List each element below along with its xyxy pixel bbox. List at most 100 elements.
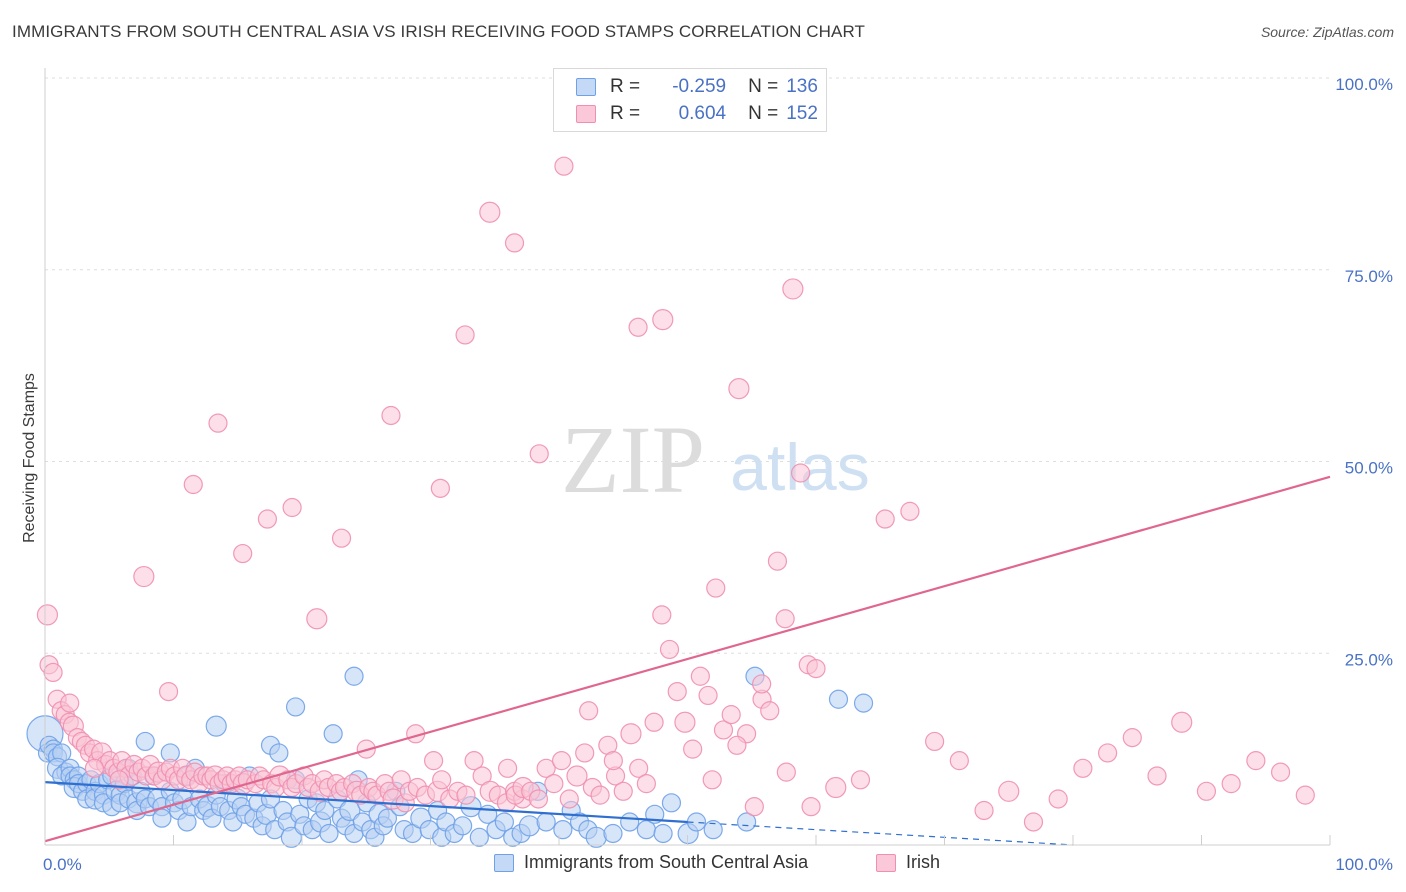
- data-point: [36, 604, 59, 626]
- data-point: [674, 711, 696, 733]
- r-label: R =: [610, 103, 641, 124]
- data-point: [453, 816, 473, 836]
- trend-line-south-central-asia: [44, 781, 688, 824]
- data-point: [974, 800, 994, 821]
- data-point: [752, 674, 772, 694]
- data-point: [152, 808, 172, 828]
- data-point: [1048, 789, 1068, 809]
- legend-label: Immigrants from South Central Asia: [524, 852, 809, 872]
- data-point: [613, 781, 633, 801]
- data-point: [853, 693, 874, 713]
- data-point: [825, 776, 847, 799]
- data-point: [60, 693, 80, 713]
- data-point: [306, 608, 328, 630]
- legend-item-south-central-asia: Immigrants from South Central Asia: [494, 852, 808, 873]
- data-point: [1122, 728, 1142, 748]
- data-point: [553, 820, 573, 840]
- data-point: [585, 826, 607, 848]
- data-point: [135, 731, 155, 752]
- data-point: [469, 827, 489, 847]
- data-point: [554, 156, 574, 176]
- series-irish: [36, 83, 1315, 832]
- data-point: [1221, 774, 1241, 794]
- trend-line-irish: [44, 475, 1331, 843]
- watermark-zip: ZIP: [561, 406, 705, 513]
- data-point: [377, 808, 398, 828]
- data-point: [644, 712, 664, 732]
- data-point: [109, 770, 129, 790]
- data-point: [529, 444, 549, 464]
- data-point: [782, 278, 804, 300]
- data-point: [205, 715, 227, 737]
- data-point: [528, 789, 549, 809]
- data-point: [158, 681, 179, 702]
- data-point: [603, 823, 623, 844]
- data-point: [381, 405, 401, 426]
- data-point: [1270, 762, 1291, 782]
- data-point: [636, 774, 656, 794]
- data-point: [344, 666, 364, 686]
- data-point: [285, 697, 306, 717]
- data-point: [728, 378, 750, 400]
- data-point: [661, 793, 682, 813]
- data-point: [1196, 781, 1217, 801]
- data-point: [683, 739, 703, 759]
- trend-line-extension: [687, 821, 1074, 846]
- grid-layer: [45, 77, 1330, 654]
- data-point: [575, 743, 595, 763]
- data-point: [183, 474, 203, 495]
- data-point: [875, 509, 895, 529]
- data-point: [737, 812, 757, 832]
- data-point: [698, 685, 718, 706]
- data-point: [315, 800, 335, 821]
- data-point: [494, 812, 514, 832]
- data-point: [282, 497, 302, 518]
- stats-swatch-pink: [576, 105, 596, 123]
- data-point: [1295, 785, 1315, 805]
- chart-source: Source: ZipAtlas.com: [1260, 24, 1394, 40]
- legend-item-irish: Irish: [876, 852, 940, 873]
- data-point: [776, 762, 796, 782]
- data-point: [653, 823, 673, 844]
- data-point: [806, 658, 826, 679]
- data-point: [1073, 758, 1093, 778]
- zipatlas-watermark: ZIP atlas: [561, 406, 870, 513]
- data-point: [1147, 766, 1167, 786]
- data-point: [850, 770, 871, 790]
- data-point: [1246, 751, 1266, 771]
- points-layer: [26, 83, 1315, 848]
- data-point: [629, 758, 649, 778]
- correlation-stats-box: R = -0.259 N = 136 R = 0.604 N = 152: [553, 68, 827, 132]
- data-point: [133, 565, 155, 588]
- data-point: [713, 720, 734, 740]
- data-point: [464, 751, 484, 771]
- data-point: [1171, 711, 1193, 733]
- legend-label: Irish: [906, 852, 941, 872]
- data-point: [620, 723, 642, 745]
- legend-swatch-blue: [494, 853, 514, 872]
- data-point: [280, 826, 302, 848]
- data-point: [430, 478, 450, 498]
- data-point: [667, 681, 687, 702]
- chart-title: IMMIGRANTS FROM SOUTH CENTRAL ASIA VS IR…: [12, 22, 866, 41]
- n-value: 152: [786, 103, 818, 124]
- x-tick-label: 0.0%: [43, 855, 82, 874]
- data-point: [652, 309, 674, 331]
- data-point: [536, 812, 556, 832]
- n-label: N =: [748, 103, 779, 124]
- data-point: [536, 758, 556, 778]
- axis-layer: 25.0% 50.0% 75.0% 100.0% 0.0% 100.0%: [43, 68, 1393, 874]
- data-point: [652, 605, 672, 625]
- data-point: [590, 785, 610, 805]
- data-point: [544, 774, 564, 794]
- data-point: [551, 751, 572, 771]
- data-point: [559, 789, 579, 809]
- data-point: [84, 758, 105, 778]
- n-label: N =: [748, 76, 779, 97]
- data-point: [479, 201, 501, 223]
- data-point: [233, 543, 253, 564]
- data-point: [1097, 743, 1118, 763]
- data-point: [1023, 812, 1044, 832]
- data-point: [423, 751, 444, 771]
- x-tick-label: 100.0%: [1335, 855, 1393, 874]
